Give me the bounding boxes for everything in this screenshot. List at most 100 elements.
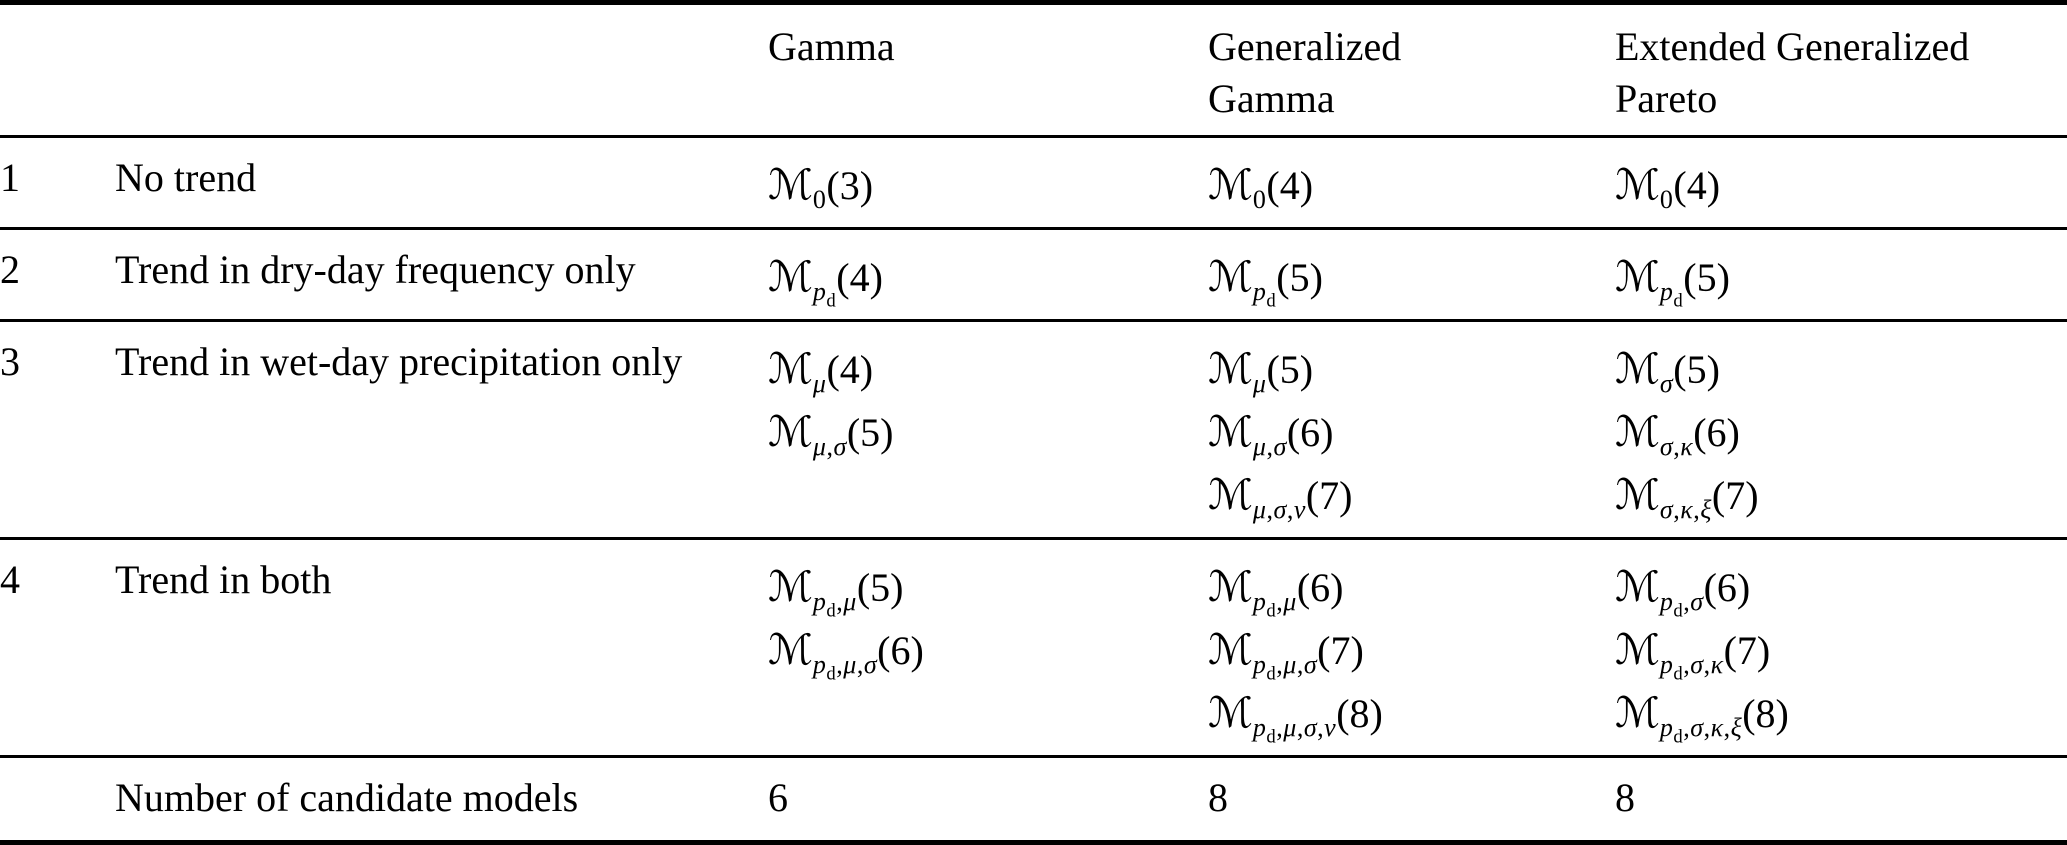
model-subscript: pd,μ,σ,ν: [1252, 713, 1337, 748]
script-M-symbol: ℳ: [1208, 407, 1253, 456]
model-param-count: (7): [1711, 473, 1759, 518]
model-cell: ℳpd(5): [1615, 229, 2067, 321]
sub-subscript-d: d: [1266, 663, 1277, 685]
column-header: Extended Generalized Pareto: [1615, 24, 1970, 121]
model-subscript: μ: [1252, 369, 1267, 399]
model-entry: ℳμ(4): [768, 338, 1208, 401]
sub-subscript-d: d: [1266, 726, 1277, 748]
model-subscript: μ,σ,ν: [1252, 495, 1306, 525]
script-M-symbol: ℳ: [1615, 688, 1660, 737]
model-subscript: μ: [812, 369, 827, 399]
sub-subscript-d: d: [1673, 726, 1684, 748]
footer-row: Number of candidate models 6 8 8: [0, 757, 2067, 843]
model-entry: ℳpd,σ,κ(7): [1615, 619, 2067, 685]
header-row: Gamma Generalized Gamma Extended Generaliz…: [0, 3, 2067, 137]
model-entry: ℳpd,μ,σ,ν(8): [1208, 682, 1615, 748]
column-header: [115, 3, 768, 137]
model-entry: ℳμ,σ(5): [768, 401, 1208, 464]
model-entry: ℳpd,μ,σ(6): [768, 619, 1208, 685]
model-param-count: (7): [1305, 473, 1353, 518]
model-param-count: (4): [1266, 163, 1314, 208]
row-label: Trend in wet-day precipitation only: [115, 339, 683, 384]
model-param-count: (7): [1723, 628, 1771, 673]
script-M-symbol: ℳ: [1615, 407, 1660, 456]
row-number: 4: [0, 557, 20, 602]
script-M-symbol: ℳ: [1615, 562, 1660, 611]
column-header: Generalized Gamma: [1208, 24, 1402, 121]
model-cell: ℳ0(4): [1615, 137, 2067, 229]
model-subscript: pd: [1659, 277, 1684, 312]
model-subscript: σ,κ,ξ: [1659, 495, 1712, 525]
row-number: 2: [0, 247, 20, 292]
footer-label: Number of candidate models: [115, 775, 579, 820]
model-subscript: σ,κ: [1659, 432, 1694, 462]
column-header: Gamma: [768, 24, 895, 69]
model-param-count: (7): [1317, 628, 1364, 673]
model-param-count: (5): [846, 410, 894, 455]
candidate-count: 8: [1615, 775, 1635, 820]
model-subscript: pd,σ,κ,ξ: [1659, 713, 1743, 748]
model-subscript: μ,σ: [812, 432, 847, 462]
model-entry: ℳμ(5): [1208, 338, 1615, 401]
sub-subscript-d: d: [1266, 290, 1277, 312]
model-subscript: pd,μ: [812, 587, 857, 622]
model-param-count: (3): [826, 163, 874, 208]
model-entry: ℳpd(4): [768, 246, 1208, 311]
model-entry: ℳσ,κ,ξ(7): [1615, 464, 2067, 527]
model-entry: ℳpd,μ(6): [1208, 556, 1615, 622]
script-M-symbol: ℳ: [1615, 344, 1660, 393]
script-M-symbol: ℳ: [768, 562, 813, 611]
sub-subscript-d: d: [1673, 600, 1684, 622]
model-subscript: pd: [1252, 277, 1277, 312]
footer-empty-cell: [0, 757, 115, 843]
row-number: 1: [0, 155, 20, 200]
model-param-count: (5): [1276, 255, 1323, 300]
model-cell: ℳσ(5) ℳσ,κ(6) ℳσ,κ,ξ(7): [1615, 321, 2067, 539]
script-M-symbol: ℳ: [1208, 344, 1253, 393]
model-cell: ℳ0(3): [768, 137, 1208, 229]
model-subscript: σ: [1659, 369, 1674, 399]
script-M-symbol: ℳ: [1208, 688, 1253, 737]
model-entry: ℳσ,κ(6): [1615, 401, 2067, 464]
model-cell: ℳpd(4): [768, 229, 1208, 321]
model-param-count: (5): [1266, 347, 1314, 392]
script-M-symbol: ℳ: [768, 407, 813, 456]
model-param-count: (8): [1742, 691, 1789, 736]
sub-subscript-d: d: [1673, 663, 1684, 685]
model-subscript: pd,μ: [1252, 587, 1297, 622]
script-M-symbol: ℳ: [1208, 625, 1253, 674]
table-header: Gamma Generalized Gamma Extended Generaliz…: [0, 3, 2067, 137]
script-M-symbol: ℳ: [768, 252, 813, 301]
model-entry: ℳμ,σ,ν(7): [1208, 464, 1615, 527]
model-cell: ℳμ(4) ℳμ,σ(5): [768, 321, 1208, 539]
model-cell: ℳpd,μ(6) ℳpd,μ,σ(7) ℳpd,μ,σ,ν(8): [1208, 539, 1615, 757]
model-param-count: (4): [836, 255, 883, 300]
model-entry: ℳσ(5): [1615, 338, 2067, 401]
model-param-count: (8): [1336, 691, 1383, 736]
model-entry: ℳpd(5): [1208, 246, 1615, 312]
model-cell: ℳμ(5) ℳμ,σ(6) ℳμ,σ,ν(7): [1208, 321, 1615, 539]
candidate-count: 6: [768, 775, 788, 820]
model-entry: ℳpd,μ,σ(7): [1208, 619, 1615, 685]
row-label: Trend in both: [115, 557, 332, 602]
model-param-count: (6): [1286, 410, 1334, 455]
sub-subscript-d: d: [826, 600, 837, 622]
sub-subscript-d: d: [826, 663, 837, 685]
model-param-count: (6): [877, 628, 924, 673]
model-entry: ℳ0(4): [1615, 154, 2067, 217]
model-param-count: (4): [826, 347, 874, 392]
sub-subscript-d: d: [1266, 600, 1277, 622]
column-header: [0, 3, 115, 137]
model-cell: ℳpd,μ(5) ℳpd,μ,σ(6): [768, 539, 1208, 757]
script-M-symbol: ℳ: [768, 160, 813, 209]
table-row: 4 Trend in both ℳpd,μ(5) ℳpd,μ,σ(6) ℳpd,μ(6)…: [0, 539, 2067, 757]
model-param-count: (6): [1693, 410, 1740, 455]
script-M-symbol: ℳ: [1615, 625, 1660, 674]
model-subscript: μ,σ: [1252, 432, 1287, 462]
script-M-symbol: ℳ: [768, 625, 813, 674]
model-cell: ℳpd,σ(6) ℳpd,σ,κ(7) ℳpd,σ,κ,ξ(8): [1615, 539, 2067, 757]
model-param-count: (6): [1296, 565, 1344, 610]
script-M-symbol: ℳ: [1208, 160, 1253, 209]
model-param-count: (5): [856, 565, 904, 610]
